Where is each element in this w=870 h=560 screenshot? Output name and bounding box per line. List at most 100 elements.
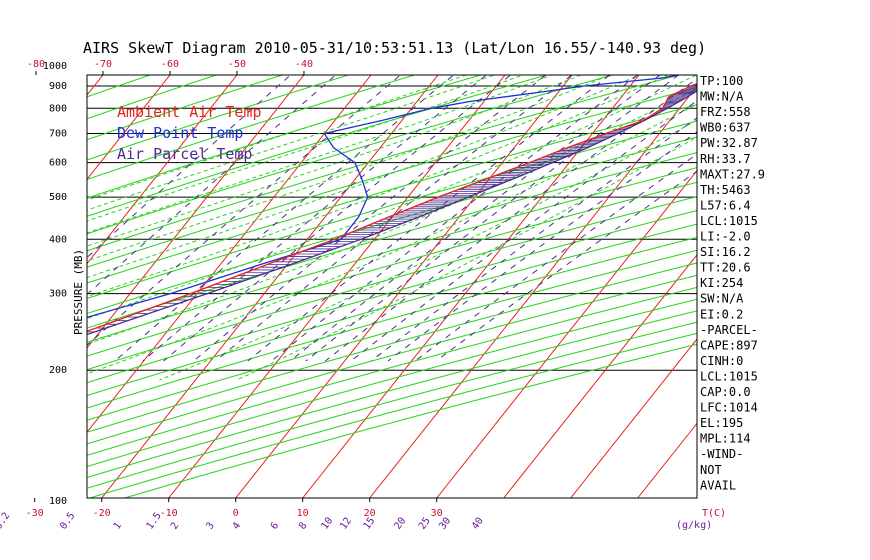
moist-adiabat-line: [236, 136, 697, 381]
index-label: CAPE:897: [700, 338, 758, 352]
pressure-tick-label: 400: [49, 234, 67, 245]
mixing-ratio-label: 4: [231, 520, 243, 531]
moist-adiabat-line: [87, 75, 583, 247]
mixing-ratio-line: [414, 153, 697, 362]
pressure-tick-label: 300: [49, 289, 67, 300]
mixing-ratio-label: 3: [204, 520, 216, 531]
mixing-ratio-line: [387, 131, 697, 362]
dry-adiabat-line: [87, 167, 697, 343]
series-line: [87, 90, 697, 336]
dry-adiabat-line: [87, 75, 350, 161]
mixing-ratio-unit: (g/kg): [676, 520, 712, 531]
mixing-ratio-label: 12: [338, 516, 354, 532]
index-label: NOT: [700, 463, 722, 477]
index-label: TP:100: [700, 74, 743, 88]
mixing-ratio-line: [324, 77, 697, 362]
mixing-ratio-label: 2: [169, 520, 181, 531]
bottom-temp-tick-label: -30: [26, 508, 44, 519]
mixing-ratio-label: 6: [269, 520, 281, 531]
top-temp-tick-label: -40: [295, 59, 313, 70]
isotherm-line: [302, 75, 640, 498]
mixing-ratio-line: [87, 75, 337, 296]
dry-adiabat-line: [87, 196, 697, 371]
mixing-ratio-label: 8: [297, 520, 309, 531]
series-line: [87, 75, 682, 318]
index-label: LI:-2.0: [700, 230, 751, 244]
dry-adiabat-line: [87, 286, 697, 456]
mixing-ratio-line: [87, 75, 402, 346]
isotherm-line: [87, 75, 372, 433]
moist-adiabat-line: [87, 88, 697, 345]
index-label: L57:6.4: [700, 198, 751, 212]
index-label: -PARCEL-: [700, 323, 758, 337]
moist-adiabat-line: [159, 119, 697, 381]
index-label: SW:N/A: [700, 292, 744, 306]
dry-adiabat-line: [87, 332, 697, 498]
top-temp-tick-label: -80: [27, 59, 45, 70]
isotherm-line: [168, 75, 506, 498]
pressure-tick-label: 500: [49, 192, 67, 203]
dry-adiabat-line: [87, 262, 697, 433]
index-label: LCL:1015: [700, 214, 758, 228]
mixing-ratio-label: 1: [112, 520, 124, 531]
index-label: EI:0.2: [700, 307, 743, 321]
mixing-ratio-line: [370, 117, 697, 362]
mixing-ratio-line: [247, 75, 611, 362]
isotherm-line: [87, 75, 238, 265]
dry-adiabat-line: [87, 209, 697, 384]
pressure-tick-label: 700: [49, 129, 67, 140]
moist-adiabat-line: [87, 103, 697, 375]
index-label: LFC:1014: [700, 401, 758, 415]
dry-adiabat-line: [87, 274, 697, 445]
bottom-temp-tick-label: 20: [364, 508, 376, 519]
dry-adiabat-line: [87, 136, 697, 315]
dry-adiabat-line: [87, 75, 417, 180]
dry-adiabat-line: [87, 87, 697, 268]
dry-adiabat-line: [122, 343, 697, 498]
series-line: [87, 83, 697, 332]
dry-adiabat-line: [87, 75, 681, 252]
pressure-tick-label: 100: [49, 496, 67, 507]
chart-legend: Ambient Air Temp Dew Point Temp Air Parcel…: [117, 103, 262, 163]
chart-grid: [0, 75, 697, 498]
mixing-ratio-label: 10: [319, 516, 335, 532]
index-label: TT:20.6: [700, 261, 751, 275]
isotherm-line: [570, 338, 697, 498]
mixing-ratio-line: [305, 75, 680, 362]
index-label: -WIND-: [700, 447, 743, 461]
mixing-ratio-label: 0.5: [58, 511, 77, 532]
moist-adiabat-line: [87, 75, 468, 201]
moist-adiabat-line: [87, 75, 641, 279]
mixing-ratio-line: [289, 75, 661, 362]
temp-unit-label: T(C): [702, 508, 726, 519]
index-label: PW:32.87: [700, 136, 758, 150]
y-axis-label: PRESSURE (MB): [72, 249, 85, 335]
index-label: TH:5463: [700, 183, 751, 197]
top-temp-tick-label: -50: [228, 59, 246, 70]
dry-adiabat-line: [87, 75, 483, 199]
dry-adiabat-line: [87, 310, 697, 479]
isotherm-line: [87, 75, 171, 181]
index-label: MW:N/A: [700, 90, 744, 104]
isotherm-line: [0, 75, 36, 498]
dry-adiabat-line: [87, 151, 697, 329]
mixing-ratio-label: 40: [470, 516, 486, 532]
index-label: SI:16.2: [700, 245, 751, 259]
moist-adiabat-line: [87, 75, 669, 298]
bottom-temp-tick-label: 30: [431, 508, 443, 519]
index-label: WB0:637: [700, 121, 751, 135]
dry-adiabat-line: [87, 298, 697, 468]
dry-adiabat-line: [87, 236, 697, 409]
mixing-ratio-line: [87, 75, 292, 259]
index-label: CAP:0.0: [700, 385, 751, 399]
plot-frame: [86, 74, 698, 499]
index-label: CINH:0: [700, 354, 743, 368]
dry-adiabat-line: [87, 120, 697, 300]
pressure-tick-label: 1000: [43, 61, 67, 72]
legend-entry: Air Parcel Temp: [117, 145, 252, 163]
dry-adiabat-line: [87, 75, 549, 217]
moist-adiabat-line: [87, 75, 497, 211]
dry-adiabat-line: [87, 223, 697, 397]
